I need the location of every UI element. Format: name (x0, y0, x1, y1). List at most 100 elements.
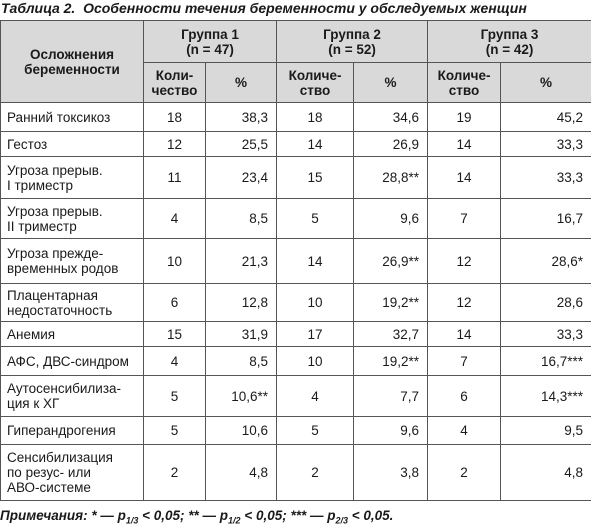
table-cell: 45,2 (501, 103, 591, 132)
note-cond: < 0,05. (348, 508, 393, 523)
table-cell: 2 (428, 445, 501, 501)
table-cell: 4 (144, 347, 206, 376)
group-n: (n = 47) (150, 42, 270, 57)
table-cell: Сенсибилизация по резус- или АВО-системе (1, 445, 144, 501)
subheader-cell: Коли- чество (144, 63, 206, 103)
table-cell: 10 (277, 347, 354, 376)
table-cell: 26,9 (354, 132, 428, 157)
note: Примечания: * — p1/3 < 0,05; ** — p1/2 <… (0, 508, 591, 526)
table-cell: Угроза прерыв. II триместр (1, 199, 144, 239)
table-cell: 4 (144, 199, 206, 239)
table-cell: 15 (144, 322, 206, 347)
table-cell: 12,8 (206, 284, 277, 322)
table-cell: 7 (428, 347, 501, 376)
subheader-cell: % (354, 63, 428, 103)
table-cell: 5 (144, 417, 206, 445)
group-name: Группа 2 (283, 27, 421, 42)
table-cell: 28,8** (354, 157, 428, 199)
note-mark: *** — (287, 508, 328, 523)
table-cell: 31,9 (206, 322, 277, 347)
table-cell: 10,6** (206, 376, 277, 417)
table-cell: 5 (144, 376, 206, 417)
table-cell: 2 (277, 445, 354, 501)
table-cell: 5 (277, 199, 354, 239)
subheader-cell: % (501, 63, 591, 103)
table-cell: 3,8 (354, 445, 428, 501)
group-n: (n = 42) (434, 42, 585, 57)
table-cell: 8,5 (206, 347, 277, 376)
table-cell: Гиперандрогения (1, 417, 144, 445)
note-sub: 2/3 (335, 516, 348, 526)
table-cell: 19 (428, 103, 501, 132)
table-cell: 12 (428, 284, 501, 322)
table-cell: 34,6 (354, 103, 428, 132)
table-cell: 7,7 (354, 376, 428, 417)
table-cell: 16,7*** (501, 347, 591, 376)
group-header: Группа 3(n = 42) (428, 21, 591, 63)
table-cell: 6 (144, 284, 206, 322)
group-header: Группа 1(n = 47) (144, 21, 277, 63)
table-cell: 4 (428, 417, 501, 445)
note-label: Примечания: (0, 508, 88, 523)
table-cell: 16,7 (501, 199, 591, 239)
table-row: Сенсибилизация по резус- или АВО-системе… (1, 445, 591, 501)
table-cell: 25,5 (206, 132, 277, 157)
table-cell: Угроза преждe- временных родов (1, 239, 144, 284)
group-header: Группа 2(n = 52) (277, 21, 428, 63)
table-cell: 14 (277, 239, 354, 284)
table-cell: 10 (144, 239, 206, 284)
subheader-cell: % (206, 63, 277, 103)
table-cell: 4,8 (501, 445, 591, 501)
table-cell: Угроза прерыв. I триместр (1, 157, 144, 199)
subheader-cell: Количе- ство (428, 63, 501, 103)
table-cell: 5 (277, 417, 354, 445)
table-title: Таблица 2. Особенности течения беременно… (0, 0, 591, 20)
table-cell: 19,2** (354, 347, 428, 376)
table-cell: 9,6 (354, 199, 428, 239)
table-cell: 12 (144, 132, 206, 157)
table-cell: 33,3 (501, 132, 591, 157)
table-cell: Плацентарная недостаточность (1, 284, 144, 322)
table-cell: 14 (428, 132, 501, 157)
table-cell: 23,4 (206, 157, 277, 199)
subheader-cell: Количе- ство (277, 63, 354, 103)
group-name: Группа 3 (434, 27, 585, 42)
note-cond: < 0,05; (138, 508, 184, 523)
note-sub: 1/3 (126, 516, 139, 526)
table-cell: 10 (277, 284, 354, 322)
table-cell: 11 (144, 157, 206, 199)
header-cell: Осложнения беременности (1, 21, 144, 103)
group-n: (n = 52) (283, 42, 421, 57)
table-cell: 14 (428, 322, 501, 347)
note-p: p (118, 508, 126, 523)
table-cell: 26,9** (354, 239, 428, 284)
table-cell: 38,3 (206, 103, 277, 132)
table-cell: 14,3*** (501, 376, 591, 417)
table-cell: Ранний токсикоз (1, 103, 144, 132)
table-cell: 4 (277, 376, 354, 417)
table-cell: 18 (144, 103, 206, 132)
table-cell: АФС, ДВС-синдром (1, 347, 144, 376)
table-cell: 18 (277, 103, 354, 132)
table-cell: Гестоз (1, 132, 144, 157)
table-cell: 6 (428, 376, 501, 417)
table-cell: 28,6 (501, 284, 591, 322)
note-p: p (220, 508, 228, 523)
table-cell: 9,5 (501, 417, 591, 445)
table-cell: 14 (428, 157, 501, 199)
table-cell: 4,8 (206, 445, 277, 501)
note-cond: < 0,05; (241, 508, 287, 523)
note-mark: ** — (185, 508, 220, 523)
note-mark: * — (88, 508, 118, 523)
table-cell: 2 (144, 445, 206, 501)
